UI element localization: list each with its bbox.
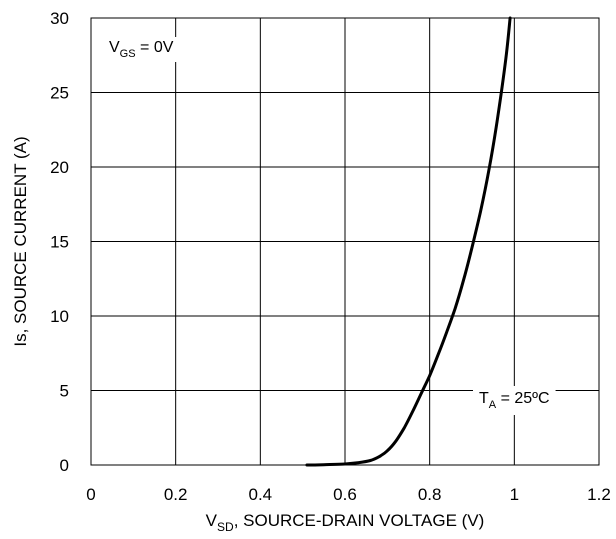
- x-axis-label-main: V: [206, 511, 218, 530]
- x-axis-label-sub: SD: [217, 520, 234, 534]
- annotation-vgs: VGS = 0V: [109, 39, 174, 60]
- series-line-source-current: [305, 16, 512, 467]
- x-tick-label: 0.2: [164, 485, 188, 504]
- y-axis-label: Is, SOURCE CURRENT (A): [11, 136, 30, 346]
- annotation-vgs-main: V: [109, 39, 120, 56]
- annotation-ta-sub: A: [489, 399, 497, 411]
- annotation-vgs-background: [105, 37, 178, 62]
- x-tick-label: 0.8: [418, 485, 442, 504]
- y-tick-label: 15: [50, 233, 69, 252]
- annotation-vgs-sub: GS: [120, 48, 136, 60]
- tick-labels: 0 0.2 0.4 0.6 0.8 1 1.2 0 5 10 15 20 25 30: [50, 9, 611, 504]
- annotation-ta: TA = 25ºC: [479, 390, 550, 411]
- x-tick-label: 0.4: [249, 485, 273, 504]
- annotation-vgs-rest: = 0V: [136, 39, 174, 56]
- annotation-ta-main: T: [479, 390, 489, 407]
- x-tick-label: 0.6: [333, 485, 357, 504]
- y-tick-label: 20: [50, 158, 69, 177]
- y-tick-label: 5: [60, 382, 69, 401]
- x-tick-label: 0: [86, 485, 95, 504]
- x-axis-label: VSD, SOURCE-DRAIN VOLTAGE (V): [206, 511, 485, 534]
- annotation-ta-rest: = 25ºC: [496, 390, 549, 407]
- x-tick-label: 1.2: [587, 485, 611, 504]
- annotation-ta-background: [473, 386, 556, 415]
- y-tick-label: 25: [50, 84, 69, 103]
- y-tick-label: 30: [50, 9, 69, 28]
- y-tick-label: 0: [60, 456, 69, 475]
- grid-lines: [91, 18, 599, 465]
- x-axis-label-rest: , SOURCE-DRAIN VOLTAGE (V): [234, 511, 485, 530]
- y-tick-label: 10: [50, 307, 69, 326]
- x-tick-label: 1: [510, 485, 519, 504]
